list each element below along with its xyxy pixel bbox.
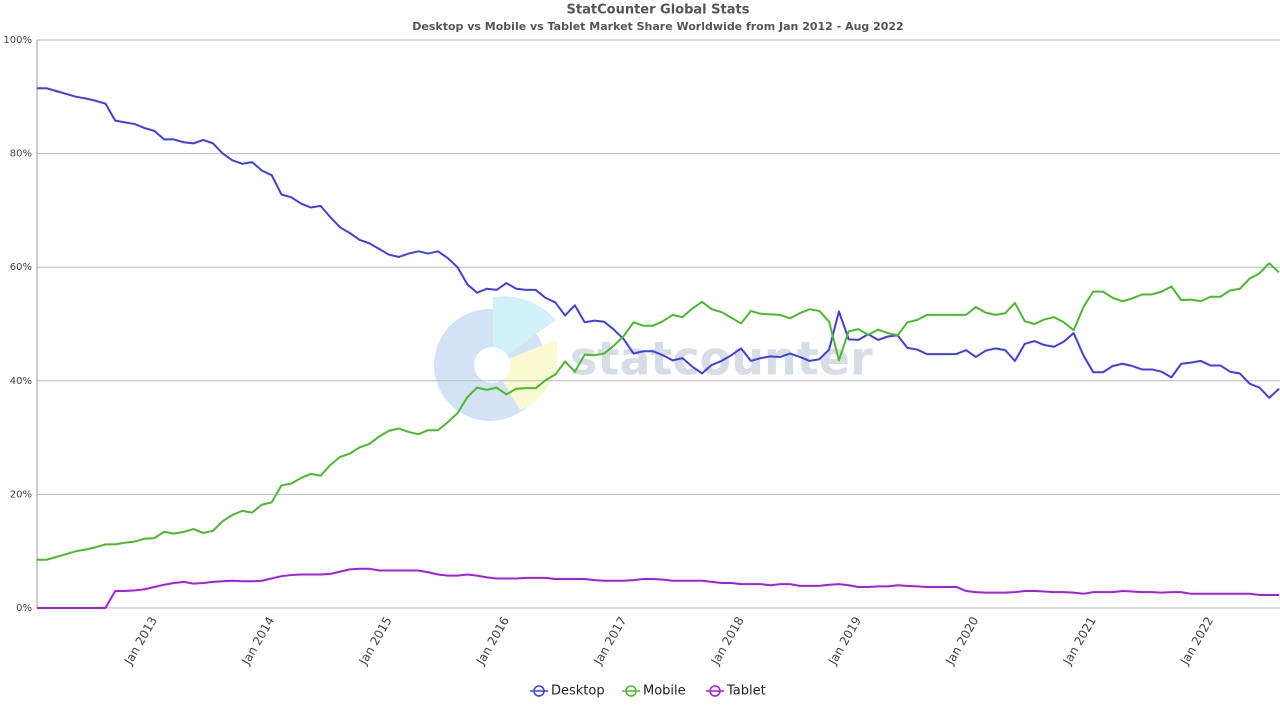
y-tick-label: 20% [10,489,32,500]
y-tick-label: 40% [10,376,32,387]
chart-title: StatCounter Global Stats [567,3,750,18]
x-tick-label: Jan 2015 [356,614,395,668]
watermark: statcounter [570,332,873,386]
legend-label: Tablet [726,684,766,699]
x-tick-label: Jan 2020 [942,614,981,668]
line-series [37,87,1280,399]
y-tick-label: 0% [16,603,32,614]
x-tick-label: Jan 2021 [1060,614,1099,668]
line-series [37,262,1280,561]
x-tick-label: Jan 2014 [238,614,277,668]
watermark-logo [434,296,558,421]
x-tick-label: Jan 2022 [1177,614,1216,668]
x-tick-label: Jan 2016 [473,614,512,668]
legend-label: Mobile [643,684,686,699]
chart-subtitle: Desktop vs Mobile vs Tablet Market Share… [412,20,903,33]
y-tick-label: 80% [10,149,32,160]
x-tick-label: Jan 2018 [708,614,747,668]
x-tick-label: Jan 2019 [825,614,864,668]
legend-label: Desktop [551,684,605,699]
y-tick-label: 100% [3,35,32,46]
line-series [37,567,1279,609]
x-tick-label: Jan 2017 [590,614,629,668]
y-tick-label: 60% [10,262,32,273]
x-tick-label: Jan 2013 [121,614,160,668]
